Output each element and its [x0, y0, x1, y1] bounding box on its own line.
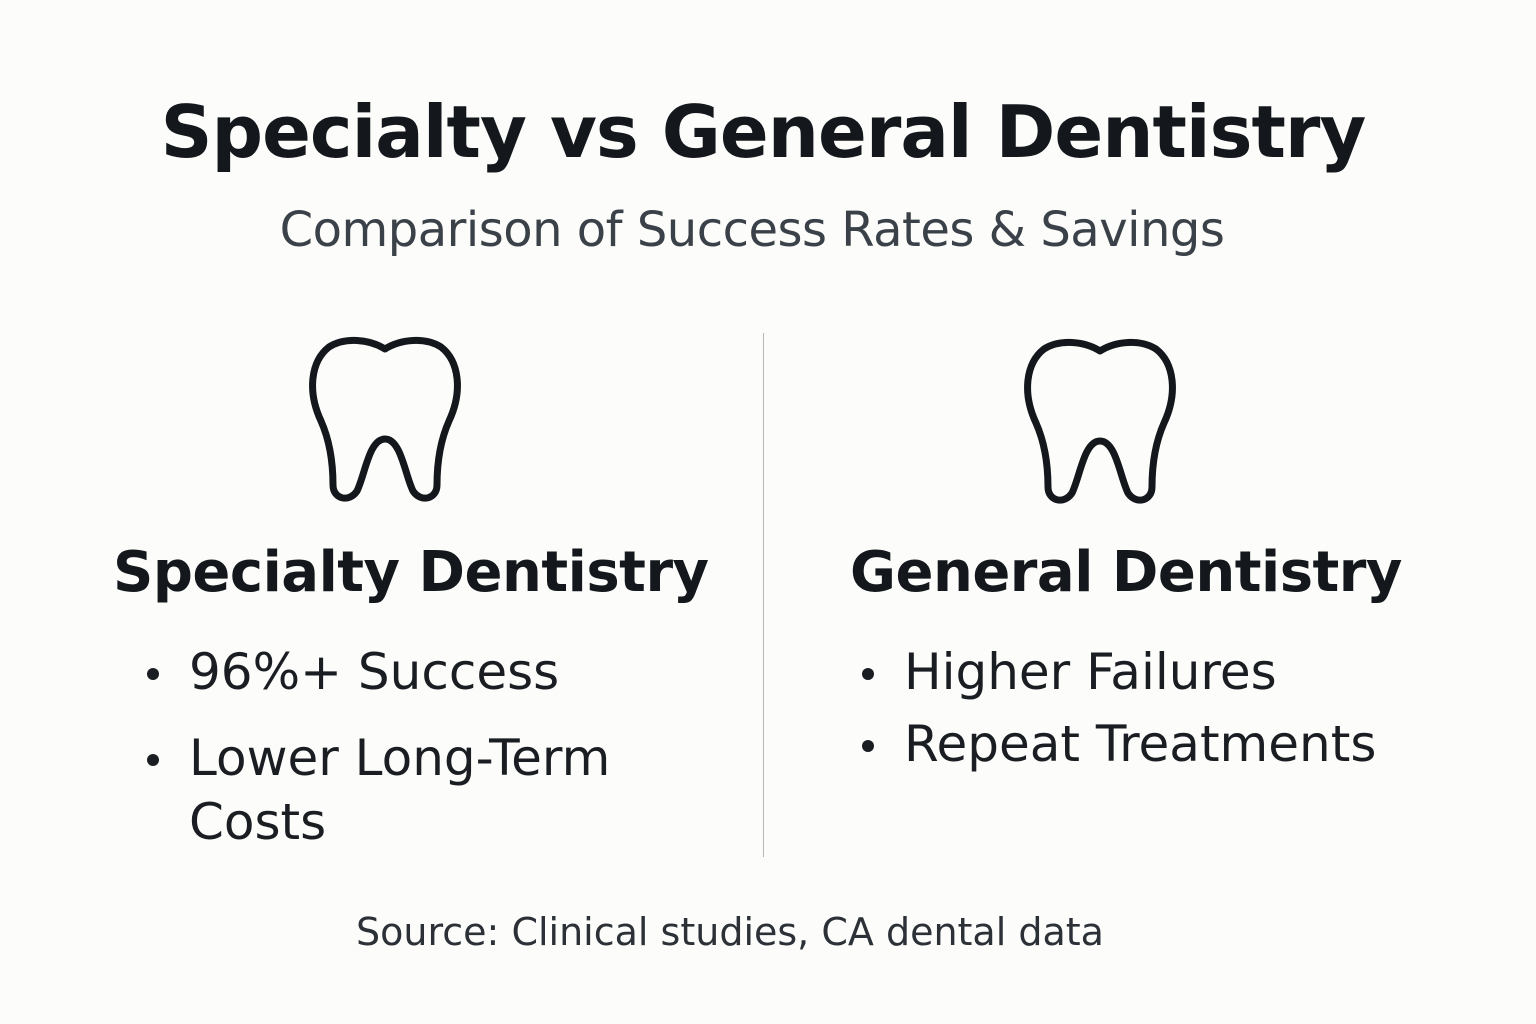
bullet-dot-icon: [147, 668, 159, 680]
specialty-heading: Specialty Dentistry: [113, 540, 709, 605]
list-item: 96%+ Success: [147, 640, 707, 704]
tooth-icon: [305, 335, 465, 505]
column-divider: [763, 333, 764, 857]
bullet-text: Lower Long-Term Costs: [189, 729, 611, 851]
page-title: Specialty vs General Dentistry: [160, 90, 1367, 174]
general-heading: General Dentistry: [850, 540, 1402, 605]
bullet-text: 96%+ Success: [189, 643, 560, 701]
specialty-bullet-list: 96%+ Success Lower Long-Term Costs: [147, 640, 707, 854]
page-subtitle: Comparison of Success Rates & Savings: [279, 202, 1225, 258]
list-item: Lower Long-Term Costs: [147, 726, 707, 854]
bullet-dot-icon: [862, 668, 874, 680]
source-note: Source: Clinical studies, CA dental data: [356, 910, 1104, 954]
bullet-dot-icon: [862, 740, 874, 752]
bullet-dot-icon: [147, 754, 159, 766]
bullet-text: Repeat Treatments: [904, 715, 1377, 773]
list-item: Repeat Treatments: [862, 712, 1462, 776]
list-item: Higher Failures: [862, 640, 1462, 704]
bullet-text: Higher Failures: [904, 643, 1277, 701]
general-bullet-list: Higher Failures Repeat Treatments: [862, 640, 1462, 776]
tooth-icon: [1020, 337, 1180, 507]
